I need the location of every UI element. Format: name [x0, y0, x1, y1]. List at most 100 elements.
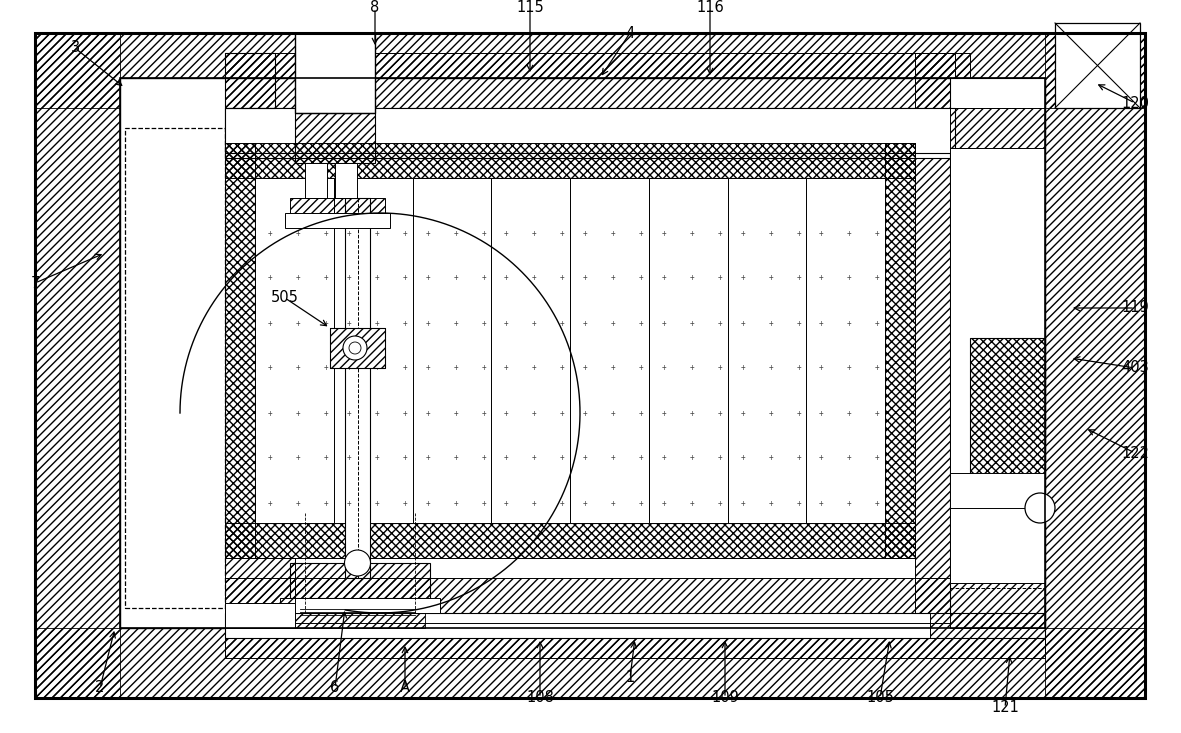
Text: +: + — [847, 229, 852, 237]
Bar — [295, 613, 425, 628]
Text: +: + — [875, 498, 880, 507]
Bar — [570, 178, 648, 523]
Text: +: + — [560, 498, 565, 507]
Text: +: + — [875, 454, 880, 463]
Text: +: + — [717, 229, 722, 237]
Text: +: + — [403, 319, 407, 328]
Bar — [226, 143, 255, 558]
Text: +: + — [295, 498, 300, 507]
Text: +: + — [582, 319, 587, 328]
Text: +: + — [531, 319, 536, 328]
Bar — [280, 598, 441, 613]
Text: +: + — [582, 364, 587, 372]
Bar — [1045, 33, 1146, 698]
Text: 6: 6 — [331, 680, 340, 696]
Text: 505: 505 — [272, 290, 299, 306]
Text: +: + — [717, 319, 722, 328]
Bar — [915, 53, 970, 628]
Text: +: + — [847, 364, 852, 372]
Text: +: + — [768, 273, 772, 282]
Text: +: + — [346, 319, 351, 328]
Bar — [226, 638, 1045, 658]
Text: +: + — [639, 364, 644, 372]
Text: +: + — [324, 454, 328, 463]
Text: +: + — [639, 273, 644, 282]
Text: +: + — [875, 364, 880, 372]
Text: +: + — [796, 454, 801, 463]
Text: +: + — [346, 273, 351, 282]
Text: +: + — [346, 408, 351, 418]
Text: 1: 1 — [626, 671, 634, 685]
Text: +: + — [425, 454, 430, 463]
Text: +: + — [639, 498, 644, 507]
Text: +: + — [504, 319, 509, 328]
Text: +: + — [295, 229, 300, 237]
Text: 3: 3 — [71, 40, 79, 56]
Text: +: + — [324, 498, 328, 507]
Bar — [950, 148, 1045, 583]
Text: +: + — [268, 229, 273, 237]
Text: 7: 7 — [31, 276, 40, 290]
Text: +: + — [796, 498, 801, 507]
Bar — [35, 33, 120, 698]
Text: +: + — [847, 498, 852, 507]
Text: +: + — [295, 319, 300, 328]
Bar — [329, 328, 385, 368]
Text: +: + — [717, 498, 722, 507]
Text: +: + — [268, 454, 273, 463]
Text: +: + — [560, 273, 565, 282]
Text: +: + — [639, 408, 644, 418]
Text: +: + — [818, 498, 823, 507]
Text: +: + — [295, 364, 300, 372]
Text: +: + — [531, 364, 536, 372]
Text: +: + — [611, 454, 615, 463]
Text: +: + — [481, 229, 485, 237]
Text: +: + — [740, 454, 745, 463]
Text: +: + — [295, 273, 300, 282]
Text: +: + — [768, 454, 772, 463]
Text: +: + — [425, 319, 430, 328]
Text: +: + — [425, 498, 430, 507]
Text: +: + — [740, 273, 745, 282]
Text: +: + — [425, 364, 430, 372]
Text: +: + — [324, 408, 328, 418]
Text: +: + — [582, 273, 587, 282]
Bar — [35, 628, 1146, 698]
Text: +: + — [531, 454, 536, 463]
Text: +: + — [690, 229, 694, 237]
Text: +: + — [847, 408, 852, 418]
Text: +: + — [690, 319, 694, 328]
Bar — [35, 33, 1146, 108]
Text: 403: 403 — [1121, 361, 1149, 375]
Text: +: + — [454, 408, 458, 418]
Text: +: + — [818, 319, 823, 328]
Text: +: + — [324, 319, 328, 328]
Text: +: + — [690, 408, 694, 418]
Bar — [950, 473, 1045, 508]
Text: +: + — [295, 454, 300, 463]
Text: +: + — [611, 229, 615, 237]
Text: +: + — [796, 273, 801, 282]
Text: +: + — [346, 229, 351, 237]
Text: +: + — [481, 319, 485, 328]
Text: +: + — [582, 229, 587, 237]
Text: +: + — [504, 454, 509, 463]
Text: 116: 116 — [696, 1, 724, 15]
Text: +: + — [717, 364, 722, 372]
Bar — [295, 113, 376, 163]
Text: +: + — [531, 273, 536, 282]
Bar — [226, 143, 915, 178]
Bar — [226, 613, 1045, 638]
Bar — [950, 583, 1045, 628]
Text: +: + — [324, 273, 328, 282]
Bar — [226, 108, 955, 153]
Text: +: + — [531, 229, 536, 237]
Text: +: + — [481, 364, 485, 372]
Text: +: + — [875, 273, 880, 282]
Text: +: + — [611, 364, 615, 372]
Text: 105: 105 — [866, 690, 894, 705]
Text: +: + — [717, 273, 722, 282]
Text: A: A — [400, 680, 410, 696]
Text: +: + — [268, 498, 273, 507]
Text: +: + — [560, 364, 565, 372]
